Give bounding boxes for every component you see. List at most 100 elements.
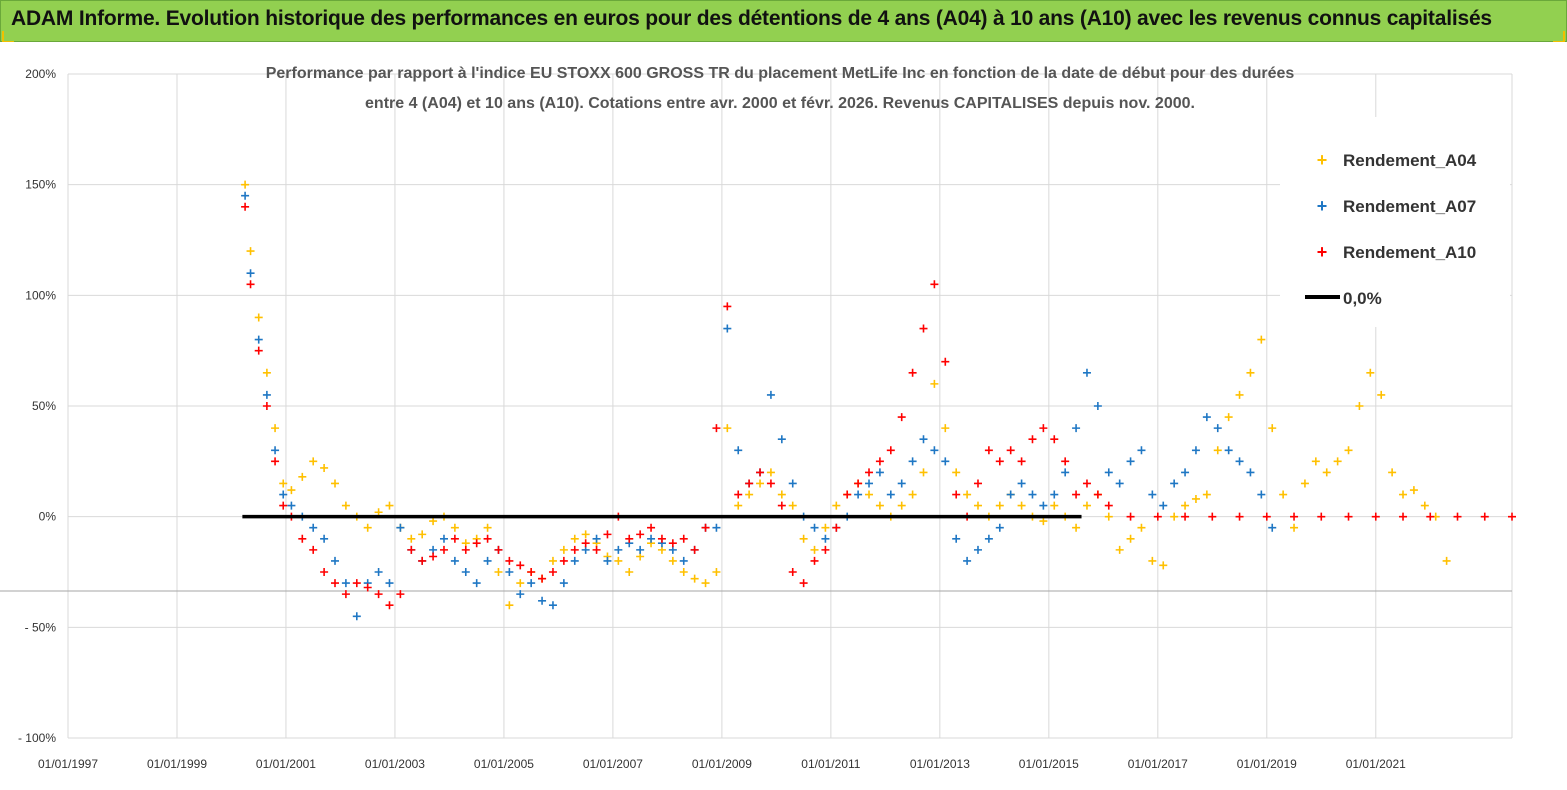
point-a07 [897, 479, 906, 488]
point-a10 [363, 583, 372, 592]
point-a04 [908, 490, 917, 499]
y-tick-label: 200% [25, 67, 56, 81]
point-a10 [331, 579, 340, 588]
point-a04 [821, 523, 830, 532]
point-a07 [254, 335, 263, 344]
point-a04 [1115, 545, 1124, 554]
point-a10 [570, 545, 579, 554]
point-a07 [647, 534, 656, 543]
point-a10 [723, 302, 732, 311]
point-a04 [1235, 390, 1244, 399]
point-a04 [407, 534, 416, 543]
point-a10 [538, 574, 547, 583]
point-a04 [1322, 468, 1331, 477]
point-a04 [271, 424, 280, 433]
point-a10 [668, 539, 677, 548]
point-a04 [766, 468, 775, 477]
point-a04 [1399, 490, 1408, 499]
point-a07 [396, 523, 405, 532]
point-a10 [701, 523, 710, 532]
point-a07 [559, 579, 568, 588]
y-tick-label: 150% [25, 178, 56, 192]
point-a10 [745, 479, 754, 488]
point-a07 [287, 501, 296, 510]
point-a04 [810, 545, 819, 554]
legend-marker-a07: + [1317, 196, 1328, 216]
point-a04 [1279, 490, 1288, 499]
point-a04 [385, 501, 394, 510]
point-a10 [341, 590, 350, 599]
point-a10 [854, 479, 863, 488]
point-a10 [1399, 512, 1408, 521]
point-a10 [679, 534, 688, 543]
x-tick-label: 01/01/2007 [583, 757, 643, 771]
point-a10 [279, 501, 288, 510]
point-a10 [374, 590, 383, 599]
point-a04 [262, 368, 271, 377]
point-a10 [472, 539, 481, 548]
point-a04 [712, 568, 721, 576]
scatter-chart: - 100%- 50%0%50%100%150%200% 01/01/1997 0… [0, 42, 1567, 790]
point-a04 [963, 490, 972, 499]
point-a10 [1262, 512, 1271, 521]
point-a10 [1028, 435, 1037, 444]
point-a10 [241, 202, 250, 211]
point-a04 [1300, 479, 1309, 488]
point-a10 [246, 280, 255, 289]
point-a04 [865, 490, 874, 499]
point-a04 [897, 501, 906, 510]
banner-title: ADAM Informe. Evolution historique des p… [11, 7, 1492, 30]
x-tick-label: 01/01/2015 [1019, 757, 1079, 771]
point-a10 [262, 402, 271, 410]
x-axis-ticks: 01/01/1997 01/01/1999 01/01/2001 01/01/2003… [38, 757, 1406, 771]
point-a04 [279, 479, 288, 488]
point-a07 [636, 545, 645, 554]
point-a04 [559, 545, 568, 554]
x-tick-label: 01/01/2003 [365, 757, 425, 771]
point-a10 [1050, 435, 1059, 444]
point-a10 [1006, 446, 1015, 455]
point-a10 [690, 545, 699, 554]
point-a04 [1257, 335, 1266, 344]
point-a07 [995, 523, 1004, 532]
legend-marker-a10: + [1317, 242, 1328, 262]
point-a04 [298, 472, 307, 481]
point-a07 [1257, 490, 1266, 499]
point-a10 [1039, 424, 1048, 433]
point-a07 [450, 556, 459, 565]
point-a04 [483, 523, 492, 532]
point-a10 [309, 545, 318, 554]
point-a10 [1290, 512, 1299, 521]
point-a04 [570, 534, 579, 543]
point-a07 [734, 446, 743, 455]
point-a04 [309, 457, 318, 466]
point-a07 [483, 556, 492, 565]
point-a04 [1355, 402, 1364, 410]
point-a07 [1213, 424, 1222, 433]
point-a10 [1508, 512, 1516, 521]
legend-label-a07: Rendement_A07 [1343, 197, 1476, 216]
chart-title-line-1: Performance par rapport à l'indice EU ST… [266, 65, 1295, 82]
point-a04 [799, 534, 808, 543]
point-a04 [614, 556, 623, 565]
point-a10 [865, 468, 874, 477]
point-a04 [1333, 457, 1342, 466]
y-tick-label: 100% [25, 288, 56, 302]
point-a04 [494, 568, 503, 576]
point-a10 [821, 545, 830, 554]
point-a07 [941, 457, 950, 466]
point-a10 [396, 590, 405, 599]
chart-title-line-2: entre 4 (A04) et 10 ans (A10). Cotations… [365, 95, 1195, 112]
point-a04 [341, 501, 350, 510]
point-a07 [908, 457, 917, 466]
point-a10 [995, 457, 1004, 466]
point-a10 [603, 530, 612, 539]
point-a10 [450, 534, 459, 543]
point-a10 [1082, 479, 1091, 488]
point-a07 [1006, 490, 1015, 499]
point-a07 [1246, 468, 1255, 477]
point-a10 [647, 523, 656, 532]
point-a07 [331, 556, 340, 565]
x-tick-label: 01/01/2017 [1128, 757, 1188, 771]
point-a10 [1072, 490, 1081, 499]
